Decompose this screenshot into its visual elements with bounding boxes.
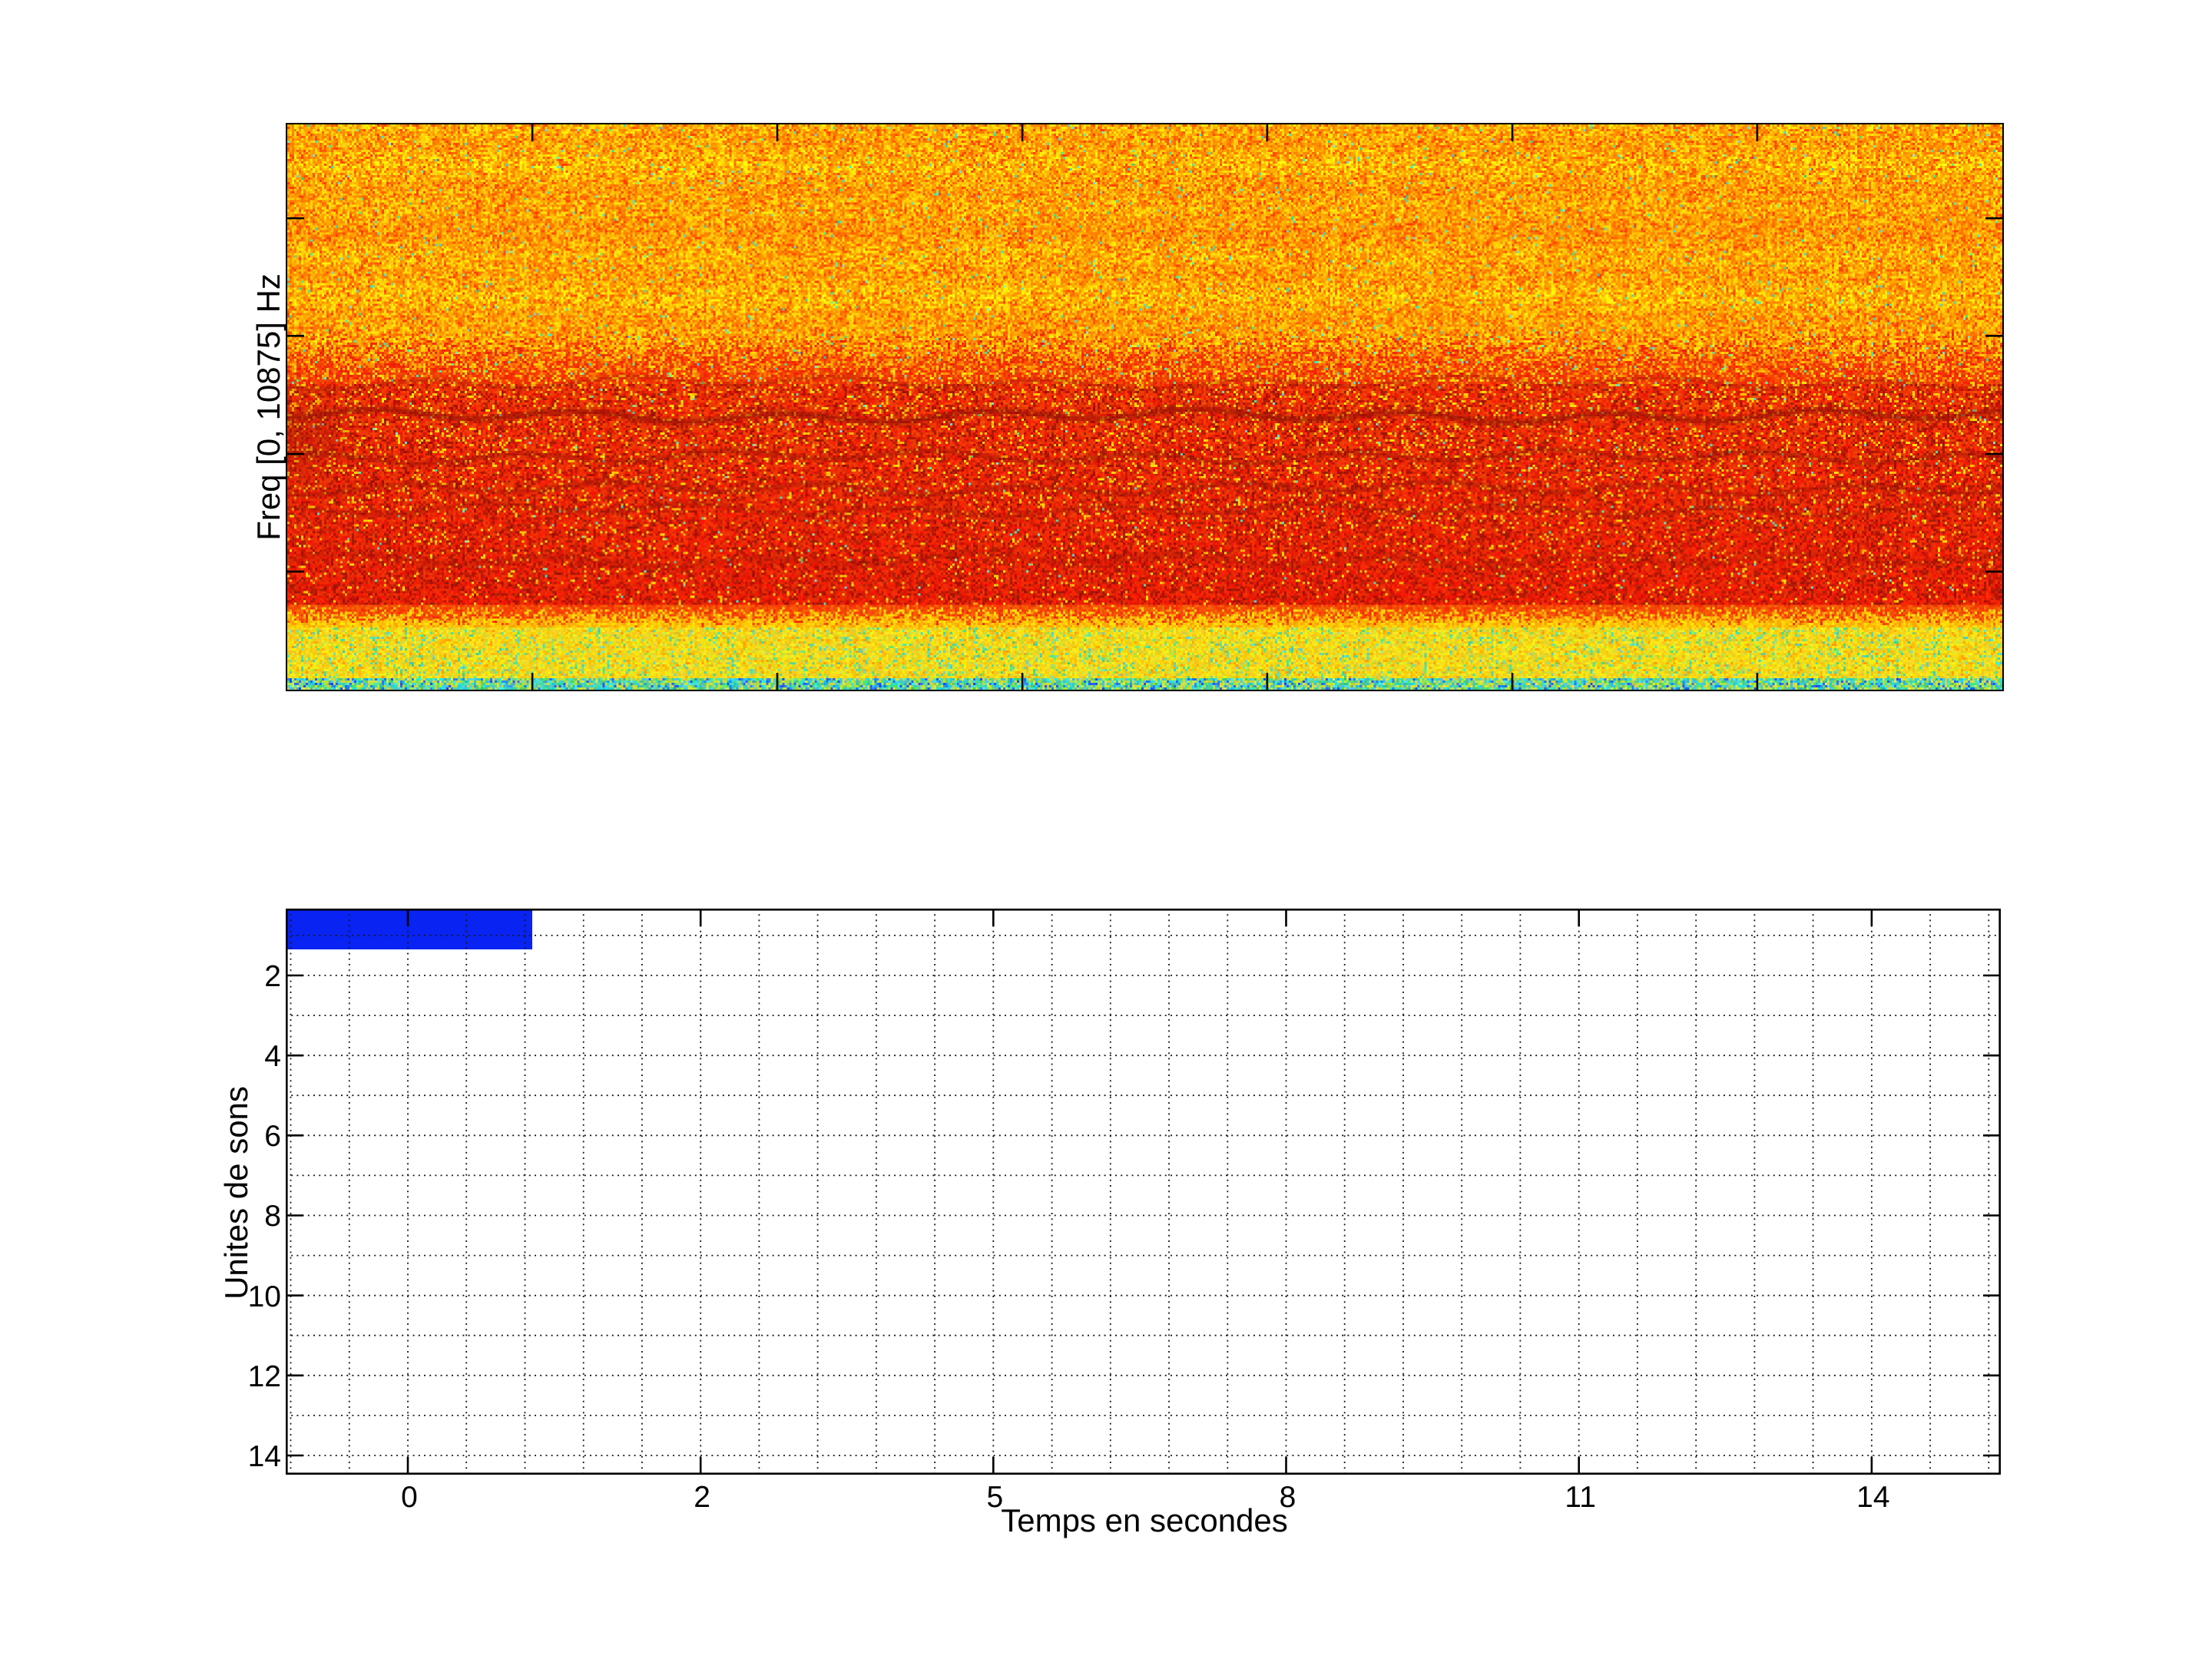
y-tick-label-10: 10 — [247, 1280, 281, 1313]
x-tick-label-11: 11 — [1565, 1481, 1596, 1514]
x-tick-label-14: 14 — [1856, 1481, 1890, 1514]
spectrogram-image — [287, 124, 2002, 690]
sound-units-chart — [286, 909, 2001, 1475]
y-tick-label-4: 4 — [264, 1040, 281, 1074]
spectrogram-y-axis-label: Freq [0, 10875] Hz — [250, 273, 286, 541]
x-tick-label-2: 2 — [694, 1481, 710, 1514]
spectrogram-ticks — [287, 124, 2002, 690]
spectrogram-plot — [286, 123, 2004, 691]
y-tick-label-6: 6 — [264, 1120, 281, 1154]
x-tick-label-5: 5 — [986, 1481, 1004, 1514]
sound-units-y-axis-label: Unites de sons — [218, 1086, 254, 1300]
y-tick-label-8: 8 — [264, 1200, 281, 1233]
sound-units-plot — [286, 909, 2001, 1475]
bar-son-unit-1 — [286, 909, 532, 950]
x-tick-label-0: 0 — [401, 1481, 418, 1514]
y-tick-label-14: 14 — [247, 1439, 281, 1473]
x-tick-label-8: 8 — [1279, 1481, 1296, 1514]
sound-units-x-axis-label: Temps en secondes — [1001, 1502, 1288, 1538]
y-tick-label-12: 12 — [247, 1359, 281, 1393]
y-tick-label-2: 2 — [264, 959, 281, 993]
